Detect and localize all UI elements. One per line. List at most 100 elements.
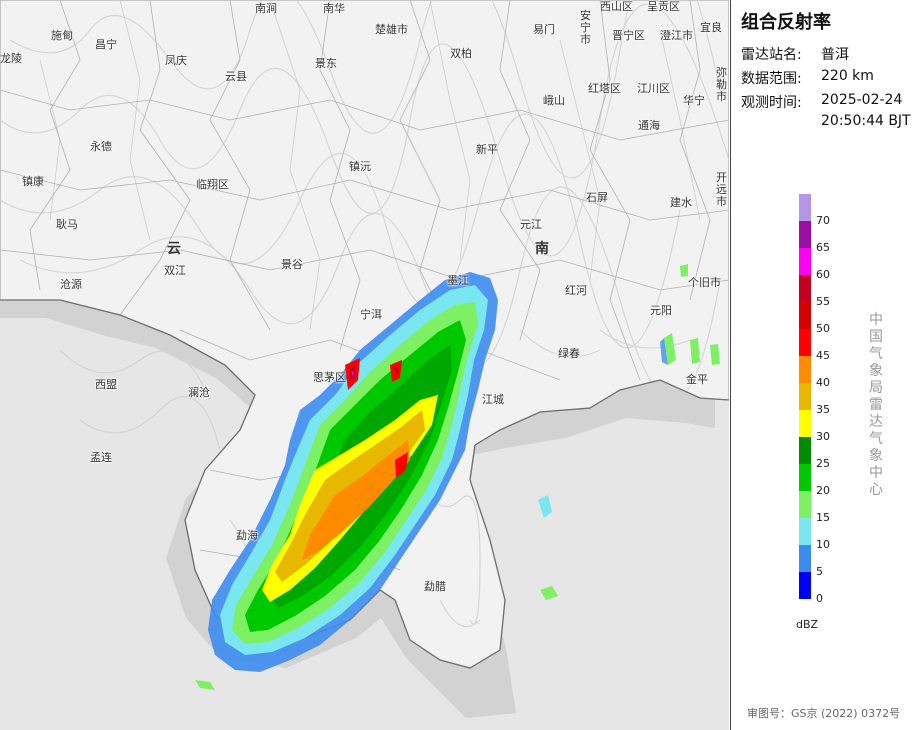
city-label: 施甸 <box>51 29 73 42</box>
legend-label: 65 <box>816 241 830 254</box>
city-label: 楚雄市 <box>375 23 408 36</box>
range-label: 数据范围: <box>741 71 802 87</box>
time-label: 观测时间: <box>741 95 802 111</box>
echo-small-1 <box>680 264 688 277</box>
city-label: 西盟 <box>95 378 117 391</box>
city-label: 红塔区 <box>588 82 621 95</box>
legend-label: 30 <box>816 430 830 443</box>
legend-label: 25 <box>816 457 830 470</box>
legend-swatch <box>799 275 811 302</box>
color-legend <box>799 194 811 599</box>
city-label: 双江 <box>164 264 186 277</box>
province-label-yun: 云 <box>167 241 181 257</box>
legend-label: 50 <box>816 322 830 335</box>
echo-east-patch-edge <box>660 338 668 365</box>
legend-label: 40 <box>816 376 830 389</box>
city-label: 孟连 <box>90 451 112 464</box>
city-label: 江城 <box>482 393 504 406</box>
city-label: 易门 <box>533 23 555 36</box>
city-label: 元江 <box>520 218 542 231</box>
legend-label: 70 <box>816 214 830 227</box>
city-label: 呈贡区 <box>647 0 680 13</box>
city-label-vertical: 开远市 <box>716 171 727 208</box>
legend-swatch <box>799 518 811 545</box>
station-label: 雷达站名: <box>741 47 802 63</box>
echo-55dbz <box>349 365 399 382</box>
legend-unit: dBZ <box>796 618 819 631</box>
city-label: 金平 <box>686 373 708 386</box>
legend-swatch <box>799 221 811 248</box>
city-label: 景东 <box>315 57 337 70</box>
legend-swatch <box>799 248 811 275</box>
legend-label: 35 <box>816 403 830 416</box>
radar-map[interactable]: 云 南 施甸 昌宁 南涧 南华 楚雄市 易门 西山区 呈贡区 晋宁区 澄江市 宜… <box>0 0 729 730</box>
city-label: 南涧 <box>255 2 277 15</box>
city-label: 晋宁区 <box>612 29 645 42</box>
legend-label: 0 <box>816 592 823 605</box>
legend-swatch <box>799 437 811 464</box>
city-label: 云县 <box>225 70 247 83</box>
legend-swatch <box>799 545 811 572</box>
city-label: 镇沅 <box>349 160 371 173</box>
city-label: 龙陵 <box>0 52 22 65</box>
review-number: 审图号：GS京 (2022) 0372号 <box>747 707 901 720</box>
city-label: 耿马 <box>56 218 78 231</box>
legend-label: 20 <box>816 484 830 497</box>
city-label: 镇康 <box>22 175 44 188</box>
legend-swatch <box>799 491 811 518</box>
product-title: 组合反射率 <box>741 12 831 33</box>
city-label: 澄江市 <box>660 29 693 42</box>
city-label: 思茅区 <box>313 371 346 384</box>
city-label: 勐腊 <box>424 580 446 593</box>
legend-label: 5 <box>816 565 823 578</box>
county-boundaries <box>0 0 729 571</box>
city-label: 江川区 <box>637 82 670 95</box>
legend-label: 45 <box>816 349 830 362</box>
city-label: 峨山 <box>543 94 565 107</box>
city-label-vertical: 安宁市 <box>580 9 591 46</box>
legend-swatch <box>799 383 811 410</box>
city-label: 通海 <box>638 119 660 132</box>
info-panel: 组合反射率 雷达站名: 普洱 数据范围: 220 km 观测时间: 2025-0… <box>730 0 920 730</box>
range-value: 220 km <box>821 68 874 84</box>
time-row: 观测时间: 2025-02-24 <box>741 92 902 112</box>
city-label: 勐海 <box>236 529 258 542</box>
city-label-vertical: 弥勒市 <box>716 66 727 103</box>
echo-60dbz <box>351 371 354 376</box>
legend-swatch <box>799 302 811 329</box>
legend-label: 55 <box>816 295 830 308</box>
radar-echoes <box>195 264 720 690</box>
city-label: 永德 <box>90 140 112 153</box>
legend-swatch <box>799 572 811 599</box>
city-label: 西山区 <box>600 0 633 13</box>
city-label: 新平 <box>476 143 498 156</box>
city-label: 双柏 <box>450 47 472 60</box>
national-border <box>0 299 729 669</box>
city-label: 宜良 <box>700 21 722 34</box>
city-label: 临翔区 <box>196 178 229 191</box>
echo-small-2 <box>538 495 552 518</box>
legend-swatch <box>799 410 811 437</box>
station-row: 雷达站名: 普洱 <box>741 44 849 64</box>
city-label: 建水 <box>670 196 692 209</box>
city-label: 元阳 <box>650 304 672 317</box>
city-label: 南华 <box>323 2 345 15</box>
time-date: 2025-02-24 <box>821 92 903 108</box>
station-value: 普洱 <box>821 47 849 63</box>
province-label-nan: 南 <box>535 241 549 257</box>
city-label: 景谷 <box>281 258 303 271</box>
city-label: 凤庆 <box>165 54 187 67</box>
city-label: 宁洱 <box>360 308 382 321</box>
city-label: 绿春 <box>558 347 580 360</box>
legend-label: 60 <box>816 268 830 281</box>
legend-label: 15 <box>816 511 830 524</box>
city-label: 个旧市 <box>688 276 721 289</box>
echo-east-patch <box>664 333 720 365</box>
city-label: 华宁 <box>683 94 705 107</box>
city-label: 石屏 <box>586 191 608 204</box>
echo-40dbz <box>302 440 410 560</box>
range-row: 数据范围: 220 km <box>741 68 874 88</box>
map-canvas <box>0 0 729 718</box>
legend-label: 10 <box>816 538 830 551</box>
city-label: 澜沧 <box>188 386 210 399</box>
